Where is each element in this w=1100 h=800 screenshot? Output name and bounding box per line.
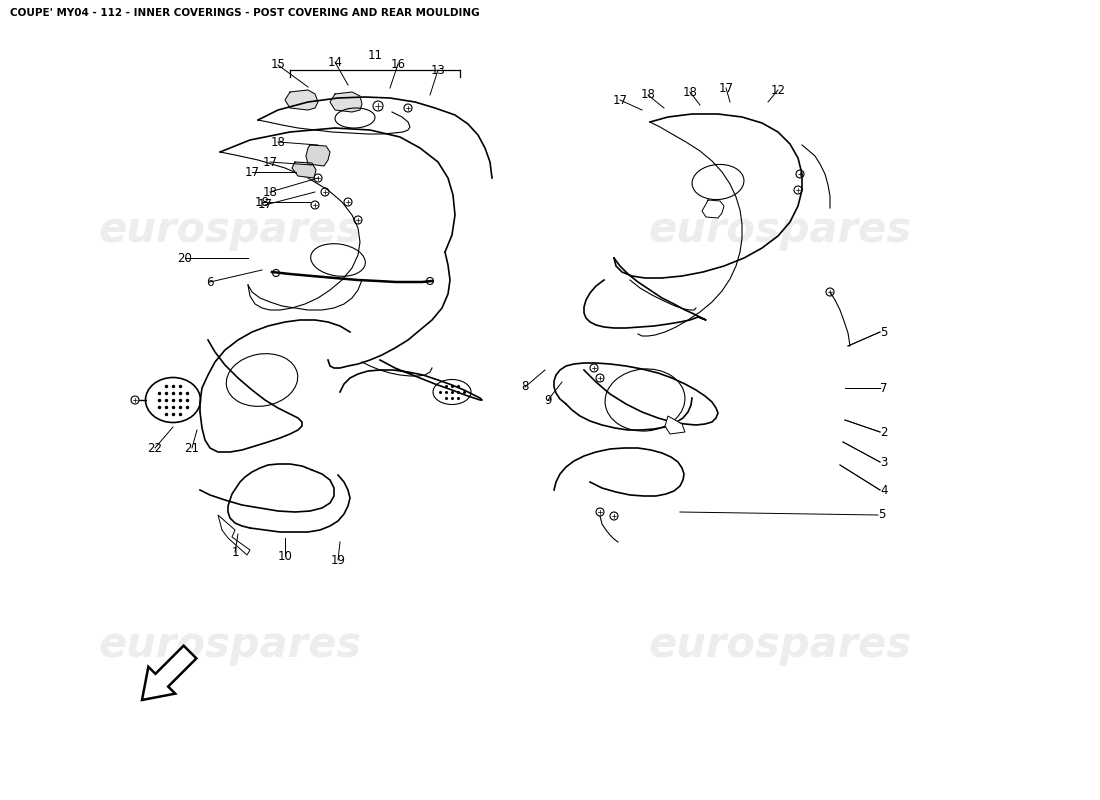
Text: 11: 11 [367,49,383,62]
Text: 7: 7 [880,382,888,394]
Text: 17: 17 [263,155,277,169]
Text: 13: 13 [430,63,446,77]
Text: 17: 17 [718,82,734,94]
Text: 5: 5 [878,509,886,522]
Polygon shape [292,162,316,178]
Text: 18: 18 [263,186,277,198]
Text: eurospares: eurospares [648,209,912,251]
Text: 18: 18 [271,135,285,149]
Text: 21: 21 [185,442,199,454]
Text: 16: 16 [390,58,406,70]
Text: 17: 17 [613,94,627,106]
Text: 17: 17 [244,166,260,178]
Text: 18: 18 [683,86,697,98]
Text: eurospares: eurospares [648,624,912,666]
Text: 12: 12 [770,83,785,97]
Polygon shape [285,90,318,110]
Text: 20: 20 [177,251,192,265]
Polygon shape [330,92,362,112]
Text: 14: 14 [328,55,342,69]
Text: 19: 19 [330,554,345,566]
Text: eurospares: eurospares [98,624,362,666]
Text: 10: 10 [277,550,293,562]
Text: 3: 3 [880,455,888,469]
Text: 17: 17 [257,198,273,211]
Text: 18: 18 [640,89,656,102]
Text: 6: 6 [207,275,213,289]
Text: COUPE' MY04 - 112 - INNER COVERINGS - POST COVERING AND REAR MOULDING: COUPE' MY04 - 112 - INNER COVERINGS - PO… [10,8,480,18]
Text: 15: 15 [271,58,285,71]
Polygon shape [666,416,685,434]
Text: 8: 8 [521,381,529,394]
Text: 4: 4 [880,483,888,497]
Polygon shape [306,145,330,166]
Text: 5: 5 [880,326,888,338]
FancyArrow shape [142,646,197,700]
Polygon shape [218,515,250,555]
Text: 1: 1 [231,546,239,558]
Text: 9: 9 [544,394,552,406]
Text: 2: 2 [880,426,888,438]
Text: 22: 22 [147,442,163,454]
Text: eurospares: eurospares [98,209,362,251]
Text: 18: 18 [254,195,270,209]
